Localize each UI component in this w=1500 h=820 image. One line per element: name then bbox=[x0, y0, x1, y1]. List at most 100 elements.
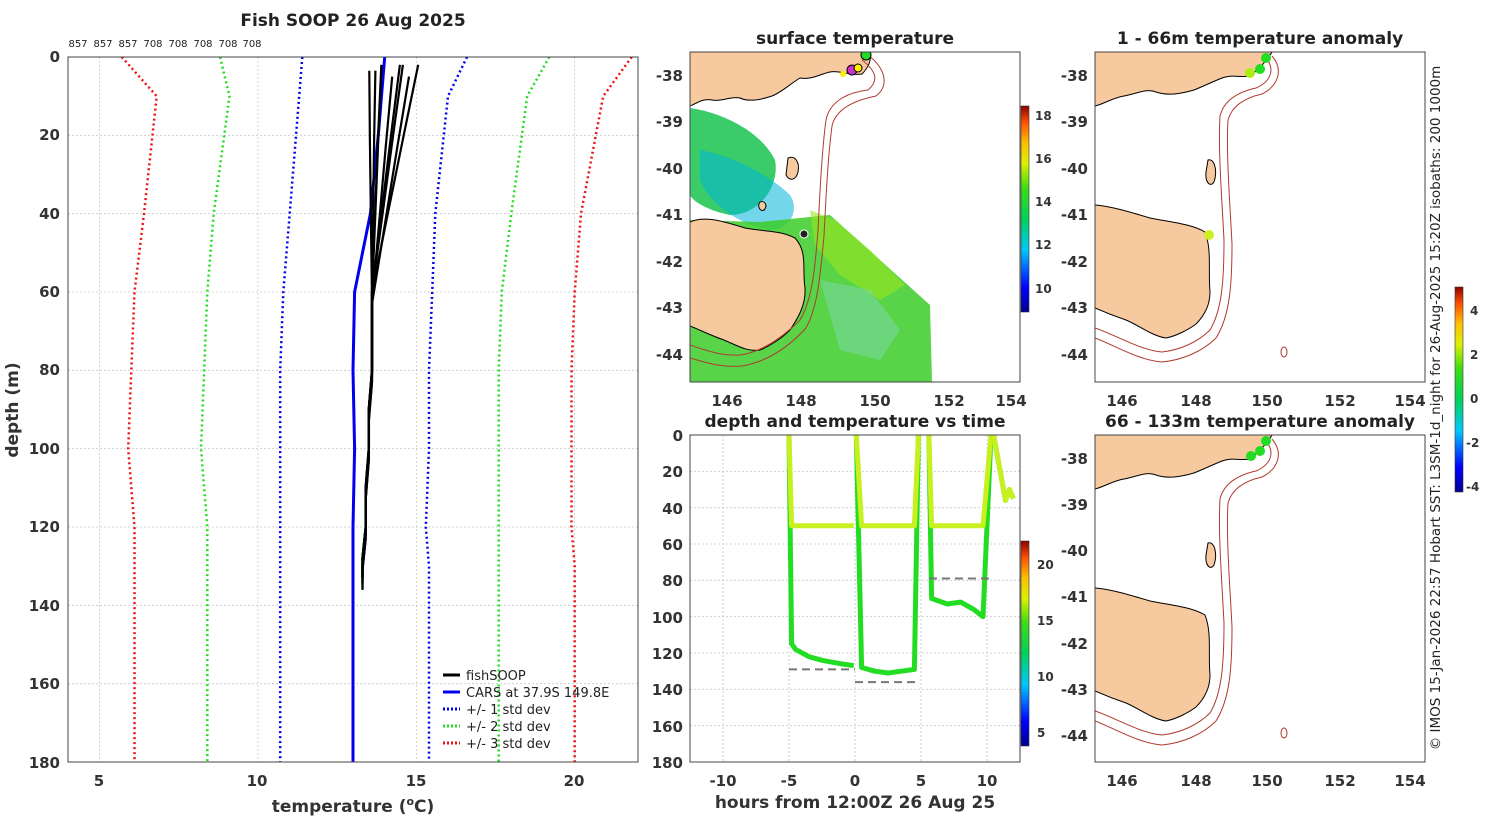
x-tick-label: 150 bbox=[1251, 392, 1282, 410]
profile-legend: fishSOOP CARS at 37.9S 149.8E +/- 1 std … bbox=[443, 669, 609, 752]
anomaly-colorbar bbox=[1454, 286, 1464, 493]
top-label: 708 bbox=[218, 39, 237, 50]
y-tick-label: -38 bbox=[1061, 67, 1088, 85]
y-tick-label: -41 bbox=[1061, 588, 1088, 606]
y-tick-label: 100 bbox=[652, 609, 683, 627]
y-tick-label: -44 bbox=[656, 346, 683, 364]
anomaly-map-1-title: 1 - 66m temperature anomaly bbox=[1117, 29, 1403, 49]
y-tick-label: -42 bbox=[1061, 635, 1088, 653]
profile-series-layer bbox=[120, 57, 633, 762]
time-track-segment bbox=[786, 435, 855, 669]
isobath-1000m bbox=[1095, 438, 1279, 746]
anomaly-marker bbox=[1245, 68, 1255, 78]
y-tick-label: -44 bbox=[1061, 346, 1088, 364]
surface-colorbar-ticks: 18 16 14 12 10 bbox=[1035, 109, 1052, 296]
legend-label: +/- 2 std dev bbox=[466, 720, 551, 735]
y-tick-label: 60 bbox=[39, 283, 60, 301]
colorbar-tick-label: 5 bbox=[1037, 726, 1045, 740]
x-tick-label: 148 bbox=[1180, 772, 1211, 790]
y-tick-label: -42 bbox=[1061, 253, 1088, 271]
legend-label: +/- 3 std dev bbox=[466, 737, 551, 752]
y-tick-label: -38 bbox=[656, 67, 683, 85]
profile-y-ticks: 0 20 40 60 80 100 120 140 160 180 bbox=[29, 48, 60, 772]
mainland-land bbox=[690, 52, 871, 107]
profile-line--1-std-dev bbox=[424, 57, 469, 762]
top-label: 857 bbox=[93, 39, 112, 50]
y-tick-label: -38 bbox=[1061, 450, 1088, 468]
y-tick-label: -39 bbox=[656, 113, 683, 131]
isobath-200m bbox=[1095, 440, 1272, 736]
tasmania-land bbox=[1095, 587, 1211, 722]
time-plot-content bbox=[690, 435, 1020, 762]
x-tick-label: 150 bbox=[859, 392, 890, 410]
profile-line--2-std-dev bbox=[199, 57, 231, 762]
x-tick-label: 152 bbox=[1324, 392, 1355, 410]
anomaly-map-2-frame bbox=[1094, 434, 1426, 763]
x-tick-label: 5 bbox=[94, 772, 104, 790]
surface-map-content bbox=[690, 52, 1020, 382]
colorbar-tick-label: 20 bbox=[1037, 558, 1054, 572]
colorbar-tick-label: -4 bbox=[1466, 480, 1479, 494]
x-tick-label: 10 bbox=[977, 772, 998, 790]
top-label: 708 bbox=[193, 39, 212, 50]
isobath-200m bbox=[690, 59, 876, 356]
y-tick-label: -40 bbox=[1061, 542, 1088, 560]
surface-map-frame bbox=[689, 51, 1021, 383]
colorbar-tick-label: 12 bbox=[1035, 238, 1052, 252]
time-plot-x-ticks: -10 -5 0 5 10 bbox=[709, 772, 997, 790]
station-marker bbox=[860, 52, 872, 61]
top-label: 857 bbox=[68, 39, 87, 50]
colorbar-tick-label: 18 bbox=[1035, 109, 1052, 123]
profile-panel: Fish SOOP 26 Aug 2025 857 857 857 708 70… bbox=[3, 11, 639, 817]
surface-temperature-map: surface temperature bbox=[656, 29, 1052, 410]
x-tick-label: 152 bbox=[933, 392, 964, 410]
anomaly-map-1: 1 - 66m temperature anomaly 146 148 150 … bbox=[1061, 29, 1426, 410]
y-tick-label: 100 bbox=[29, 440, 60, 458]
profile-frame bbox=[67, 56, 639, 763]
anomaly-marker bbox=[1246, 451, 1256, 461]
anomaly-marker bbox=[1261, 53, 1271, 63]
time-plot-x-label: hours from 12:00Z 26 Aug 25 bbox=[715, 793, 995, 813]
profile-line--3-std-dev bbox=[570, 57, 633, 762]
y-tick-label: 0 bbox=[50, 48, 60, 66]
anomaly-colorbar-ticks: 4 2 0 -2 -4 bbox=[1466, 304, 1479, 494]
side-caption: © IMOS 15-Jan-2026 22:57 Hobart SST: L3S… bbox=[1428, 66, 1444, 751]
y-tick-label: -40 bbox=[656, 160, 683, 178]
colorbar-tick-label: 10 bbox=[1037, 670, 1054, 684]
profile-title: Fish SOOP 26 Aug 2025 bbox=[240, 11, 465, 31]
colorbar-tick-label: 2 bbox=[1470, 348, 1478, 362]
colorbar-tick-label: 16 bbox=[1035, 152, 1052, 166]
sst-patch bbox=[810, 210, 905, 300]
x-tick-label: 20 bbox=[564, 772, 585, 790]
time-colorbar bbox=[1020, 540, 1030, 747]
y-tick-label: 20 bbox=[662, 463, 683, 481]
sst-patch bbox=[820, 280, 900, 360]
time-track-surface bbox=[991, 435, 1016, 503]
top-label: 708 bbox=[242, 39, 261, 50]
island bbox=[1205, 159, 1217, 185]
profile-top-labels: 857 857 857 708 708 708 708 708 bbox=[68, 39, 261, 50]
time-plot-frame bbox=[689, 434, 1021, 763]
y-tick-label: 80 bbox=[662, 572, 683, 590]
island bbox=[758, 201, 767, 211]
anomaly-marker bbox=[1204, 230, 1214, 240]
y-tick-label: -43 bbox=[1061, 299, 1088, 317]
surface-colorbar bbox=[1020, 105, 1030, 313]
x-tick-label: 10 bbox=[247, 772, 268, 790]
profile-line--1-std-dev bbox=[278, 57, 304, 762]
colorbar-tick-label: 4 bbox=[1470, 304, 1478, 318]
colorbar-tick-label: 15 bbox=[1037, 614, 1054, 628]
x-tick-label: -5 bbox=[781, 772, 798, 790]
y-tick-label: -39 bbox=[1061, 113, 1088, 131]
y-tick-label: 120 bbox=[652, 645, 683, 663]
y-tick-label: -40 bbox=[1061, 160, 1088, 178]
island bbox=[785, 156, 799, 180]
y-tick-label: 0 bbox=[673, 427, 683, 445]
y-tick-label: 160 bbox=[29, 675, 60, 693]
x-tick-label: 152 bbox=[1324, 772, 1355, 790]
isobath-seamount bbox=[1280, 727, 1288, 739]
colorbar-tick-label: -2 bbox=[1466, 436, 1479, 450]
surface-map-title: surface temperature bbox=[756, 29, 954, 49]
profile-y-label: depth (m) bbox=[3, 362, 23, 457]
